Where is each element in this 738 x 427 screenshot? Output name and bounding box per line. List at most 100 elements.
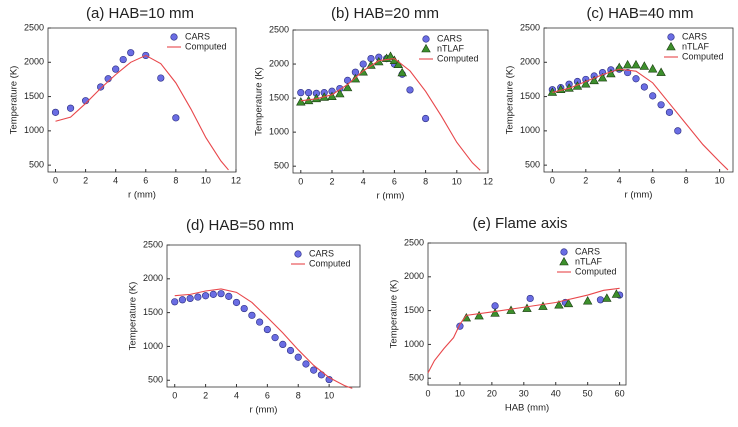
triangle-marker <box>327 91 337 101</box>
x-tick-label: 4 <box>361 176 366 186</box>
circle-marker <box>202 292 210 300</box>
legend-label: nTLAF <box>682 41 710 51</box>
circle-marker <box>119 55 127 64</box>
y-tick-label: 1000 <box>24 125 44 135</box>
x-tick-label: 12 <box>483 176 493 186</box>
chart-title: (b) HAB=20 mm <box>331 5 439 22</box>
circle-marker <box>560 248 568 256</box>
circle-marker <box>171 298 179 306</box>
x-tick-label: 6 <box>143 175 148 185</box>
triangle-marker <box>631 59 641 69</box>
x-axis-label: r (mm) <box>250 405 278 416</box>
circle-marker <box>302 360 310 368</box>
triangle-marker <box>397 67 407 77</box>
y-axis-label: Temperature (K) <box>505 66 516 135</box>
triangle-marker <box>597 72 608 82</box>
y-tick-label: 2000 <box>404 271 424 281</box>
y-tick-label: 2000 <box>24 57 44 67</box>
x-tick-label: 10 <box>201 175 211 185</box>
triangle-marker <box>421 43 431 53</box>
x-tick-label: 60 <box>615 388 625 398</box>
circle-marker <box>526 294 534 303</box>
circle-marker <box>51 108 60 116</box>
plot-frame <box>292 29 489 174</box>
x-tick-label: 0 <box>550 175 555 185</box>
computed-line <box>300 58 481 171</box>
x-tick-label: 0 <box>425 388 430 398</box>
y-axis-label: Temperature (K) <box>128 282 139 351</box>
panel: (d) HAB=50 mm 500 1000 1500 2000 2500 0 2 4 6 8 10 r… <box>128 217 361 416</box>
triangle-marker <box>342 82 353 92</box>
y-tick-label: 1500 <box>404 305 424 315</box>
circle-marker <box>286 346 295 355</box>
circle-marker <box>225 292 233 300</box>
x-tick-label: 2 <box>203 390 208 400</box>
y-tick-label: 2000 <box>269 58 289 68</box>
circle-marker <box>271 334 279 342</box>
chart-title: (a) HAB=10 mm <box>86 5 194 22</box>
panel: (a) HAB=10 mm 500 1000 1500 2000 2500 0 2 4 6 8 10 1… <box>9 5 241 201</box>
y-tick-label: 1500 <box>24 91 44 101</box>
y-tick-label: 1000 <box>269 127 289 137</box>
panel: (c) HAB=40 mm 500 1000 1500 2000 2500 0 2 4 6 8 10 r… <box>505 5 734 201</box>
computed-line <box>174 288 353 389</box>
circle-marker <box>263 325 271 334</box>
circle-marker <box>172 114 180 122</box>
x-tick-label: 40 <box>551 388 561 398</box>
circle-marker <box>317 371 326 379</box>
x-axis-label: HAB (mm) <box>505 403 549 414</box>
circle-marker <box>674 127 682 135</box>
legend-label: CARS <box>575 246 600 256</box>
triangle-marker <box>538 301 548 310</box>
circle-marker <box>422 35 430 43</box>
x-tick-label: 6 <box>392 176 397 186</box>
panel: (e) Flame axis 500 1000 1500 2000 2500 0 10 20 30… <box>389 215 627 414</box>
x-tick-label: 8 <box>296 390 301 400</box>
triangle-marker <box>490 308 500 317</box>
x-tick-label: 2 <box>329 176 334 186</box>
chart-title: (d) HAB=50 mm <box>186 217 294 234</box>
circle-marker <box>248 311 256 319</box>
triangle-marker <box>656 67 666 76</box>
legend-label: nTLAF <box>575 256 603 266</box>
circle-marker <box>186 294 194 303</box>
circle-marker <box>305 89 313 97</box>
x-tick-label: 8 <box>684 175 689 185</box>
legend-label: Computed <box>185 41 227 51</box>
triangle-marker <box>639 61 650 70</box>
triangle-marker <box>296 97 306 106</box>
triangle-marker <box>335 88 345 98</box>
x-tick-label: 6 <box>265 390 270 400</box>
triangle-marker <box>622 59 633 69</box>
x-tick-label: 20 <box>487 388 497 398</box>
circle-marker <box>279 340 287 349</box>
circle-marker <box>256 318 264 326</box>
x-tick-label: 0 <box>53 175 58 185</box>
x-tick-label: 2 <box>583 175 588 185</box>
circle-marker <box>640 83 648 91</box>
computed-line <box>552 68 729 171</box>
triangle-marker <box>582 296 593 305</box>
legend-label: Computed <box>437 53 479 63</box>
circle-marker <box>178 296 187 304</box>
y-tick-label: 2500 <box>24 22 44 32</box>
x-tick-label: 6 <box>650 175 655 185</box>
y-tick-label: 2000 <box>143 273 163 283</box>
plot-frame <box>427 242 627 386</box>
circle-marker <box>112 65 120 73</box>
y-tick-label: 1500 <box>520 91 540 101</box>
legend-label: Computed <box>309 258 351 268</box>
circle-marker <box>209 290 217 298</box>
legend-label: nTLAF <box>437 43 465 53</box>
legend-label: CARS <box>309 248 334 258</box>
triangle-marker <box>589 75 599 85</box>
triangle-marker <box>648 64 658 73</box>
x-tick-label: 4 <box>234 390 239 400</box>
circle-marker <box>194 293 202 301</box>
triangle-marker <box>559 256 569 266</box>
x-tick-label: 10 <box>324 390 334 400</box>
x-tick-label: 8 <box>423 176 428 186</box>
x-tick-label: 10 <box>715 175 725 185</box>
y-axis-label: Temperature (K) <box>254 67 265 136</box>
